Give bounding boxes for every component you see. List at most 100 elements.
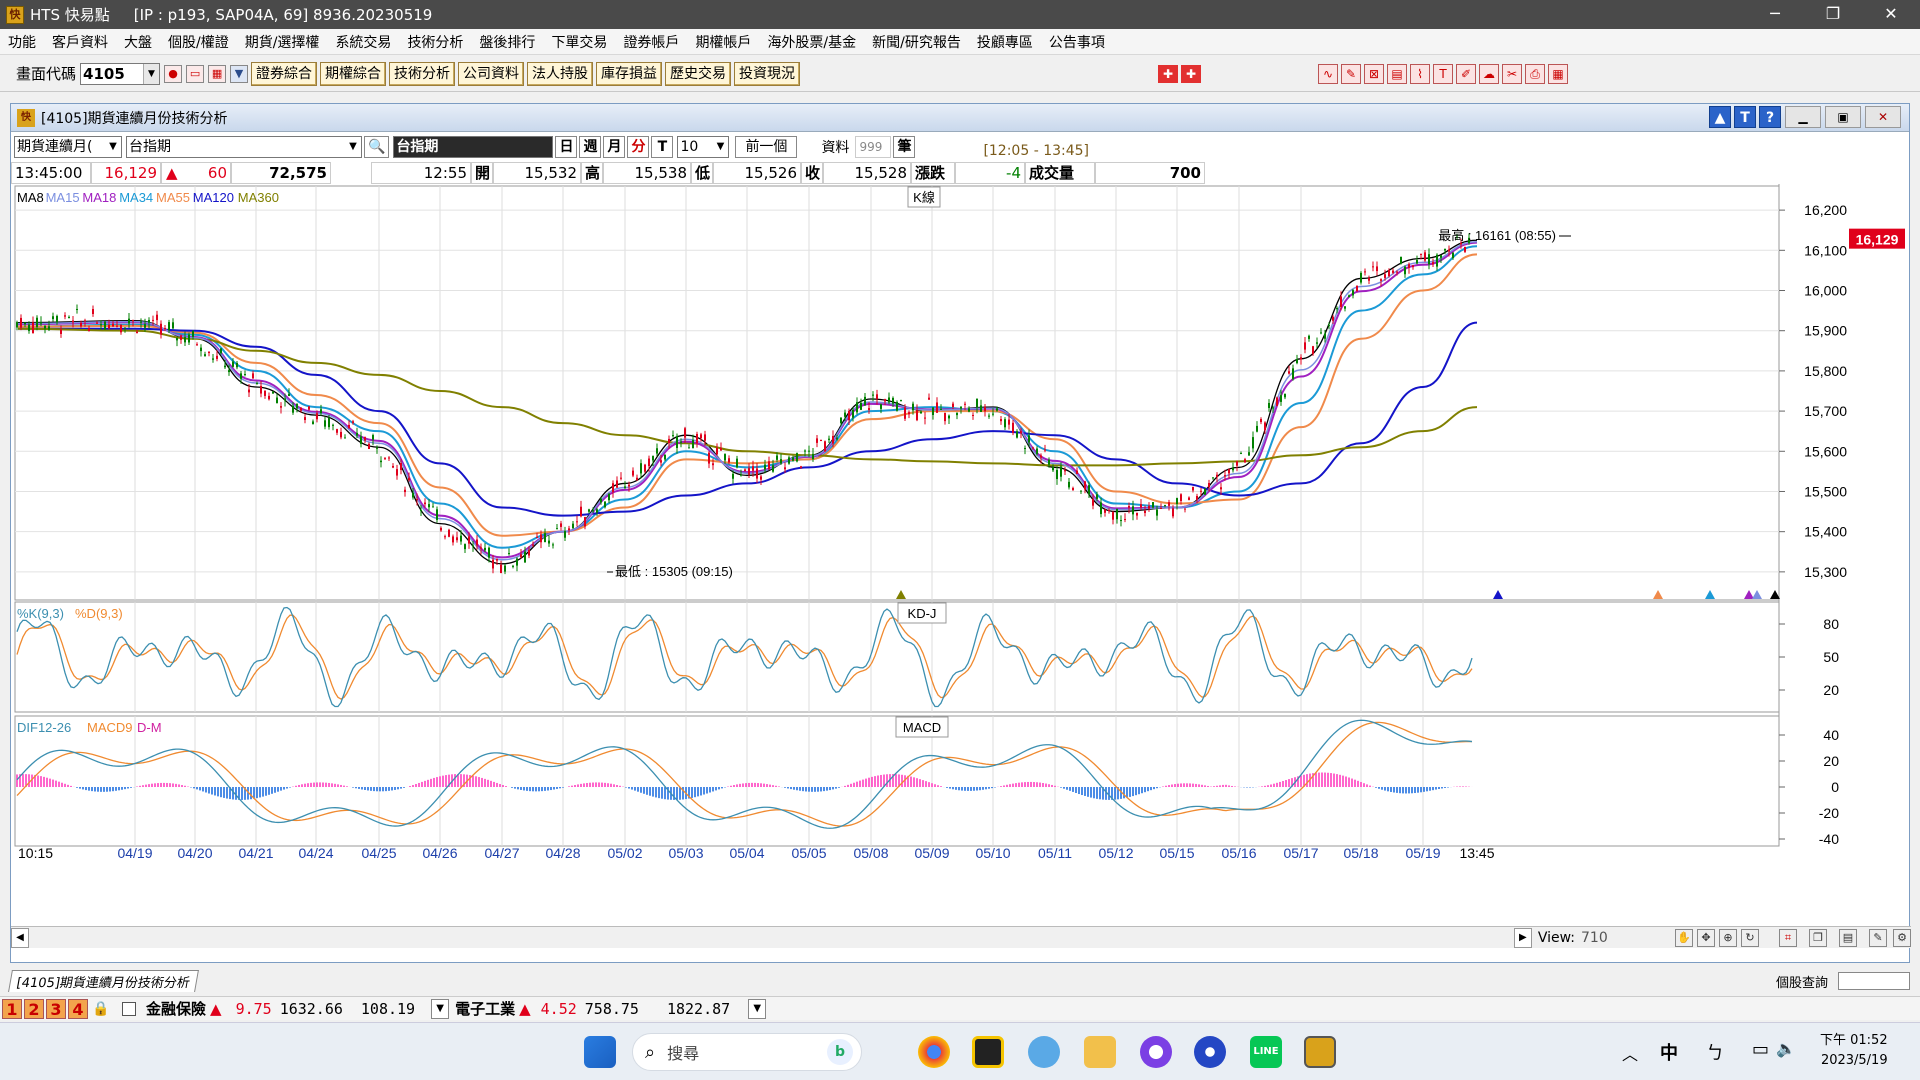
menu-item[interactable]: 證券帳戶 [623, 34, 680, 51]
text-icon[interactable]: T [1433, 64, 1453, 84]
technical-chart[interactable]: 10:15 04/19 04/20 04/21 04/24 04/25 04/26 04/27… [11, 184, 1909, 926]
table-icon[interactable]: ▤ [1839, 928, 1857, 947]
period-day-button[interactable]: 日 [555, 136, 578, 158]
period-week-button[interactable]: 週 [579, 136, 602, 158]
tab-2[interactable]: 2 [24, 998, 44, 1019]
tab-1[interactable]: 1 [2, 998, 22, 1019]
indicator-icon[interactable]: ⌗ [1779, 928, 1797, 947]
file-explorer-icon[interactable] [1084, 1036, 1116, 1068]
interval-select[interactable]: 10 ▼ [677, 136, 730, 158]
toolbar-button[interactable]: 公司資料 [458, 61, 525, 86]
monitor-icon[interactable]: ▭ [1752, 1039, 1770, 1060]
data-count-input[interactable]: 999 [855, 136, 892, 158]
minimize-button[interactable]: ─ [1770, 4, 1780, 23]
child-close-button[interactable]: ✕ [1865, 106, 1901, 128]
stock-query-input[interactable] [1838, 972, 1910, 990]
contract-type-select[interactable]: 期貨連續月( ▼ [14, 136, 122, 158]
pencil-icon[interactable]: ✎ [1341, 64, 1361, 84]
help-icon[interactable]: ? [1759, 106, 1781, 128]
hts-app-icon[interactable] [1304, 1036, 1336, 1068]
line-icon[interactable]: LINE [1250, 1036, 1282, 1068]
period-tick-button[interactable]: T [651, 136, 674, 158]
up-arrow-icon[interactable]: ▲ [1709, 106, 1731, 128]
zoom-icon[interactable]: ⊕ [1719, 928, 1737, 947]
menu-item[interactable]: 期權帳戶 [695, 34, 752, 51]
taskbar-search-box[interactable]: ⌕ 搜尋 b [632, 1033, 862, 1071]
chevron-down-icon[interactable]: ▼ [716, 141, 725, 152]
move-icon[interactable]: ✥ [1697, 928, 1715, 947]
toolbar-button[interactable]: 技術分析 [389, 61, 456, 86]
toolbar-button[interactable]: 歷史交易 [665, 61, 732, 86]
close-button[interactable]: ✕ [1884, 4, 1898, 23]
child-minimize-button[interactable]: ▁ [1785, 106, 1821, 128]
period-month-button[interactable]: 月 [603, 136, 626, 158]
menu-item[interactable]: 大盤 [124, 34, 152, 51]
scroll-right-arrow-icon[interactable]: ▶ [1513, 927, 1532, 948]
menu-item[interactable]: 技術分析 [407, 34, 464, 51]
toolbar-button[interactable]: 證券綜合 [251, 61, 318, 86]
toolbar-button[interactable]: 法人持股 [527, 61, 594, 86]
print-icon[interactable]: ⎙ [1525, 64, 1545, 84]
flask-app-icon[interactable] [1194, 1036, 1226, 1068]
network-globe-icon[interactable] [1028, 1036, 1060, 1068]
lock-icon[interactable]: 🔒 [92, 1000, 110, 1017]
toolbar-button[interactable]: 庫存損益 [596, 61, 663, 86]
chevron-down-icon[interactable]: ▼ [143, 63, 160, 84]
window-layout-icon[interactable]: ▦ [1548, 64, 1568, 84]
tools-icon[interactable]: ✂ [1502, 64, 1522, 84]
chevron-up-icon[interactable]: ︿ [1622, 1045, 1639, 1064]
sticky-notes-icon[interactable] [972, 1036, 1004, 1068]
chevron-down-icon[interactable]: ▼ [109, 141, 117, 152]
tab-4[interactable]: 4 [68, 998, 88, 1019]
volume-icon[interactable]: 🔈 [1776, 1039, 1796, 1058]
menu-item[interactable]: 公告事項 [1048, 34, 1105, 51]
ime-mode-icon[interactable]: ㄅ [1706, 1043, 1724, 1064]
settings-icon[interactable]: ⚙ [1893, 928, 1911, 947]
grid-icon[interactable]: ⊠ [1364, 64, 1384, 84]
tab-3[interactable]: 3 [46, 998, 66, 1019]
clock[interactable]: 下午 01:52 2023/5/19 [1820, 1031, 1888, 1071]
checkbox[interactable] [122, 1001, 136, 1016]
menu-item[interactable]: 客戶資料 [52, 34, 108, 51]
menu-item[interactable]: 系統交易 [335, 34, 392, 51]
scroll-track[interactable] [29, 928, 1514, 948]
chart-icon[interactable]: ▦ [208, 64, 227, 83]
hand-icon[interactable]: ✋ [1675, 928, 1693, 947]
menu-item[interactable]: 個股/權證 [168, 34, 229, 51]
prev-button[interactable]: 前一個 [735, 136, 798, 158]
chevron-down-icon[interactable]: ▼ [748, 998, 767, 1019]
menu-item[interactable]: 投顧專區 [976, 34, 1033, 51]
window-tab[interactable]: [4105]期貨連續月份技術分析 [8, 970, 200, 992]
copy-icon[interactable]: ❐ [1809, 928, 1827, 947]
toolbar-button[interactable]: 投資現況 [734, 61, 801, 86]
chevron-down-icon[interactable]: ▼ [431, 998, 450, 1019]
menu-item[interactable]: 海外股票/基金 [767, 34, 857, 51]
menu-item[interactable]: 下單交易 [551, 34, 608, 51]
draw-line-icon[interactable]: ∿ [1318, 64, 1338, 84]
zoom-search-icon[interactable]: 🔍 [364, 136, 390, 158]
menu-item[interactable]: 期貨/選擇權 [244, 34, 320, 51]
scroll-left-arrow-icon[interactable]: ◀ [11, 927, 29, 948]
chat-icon[interactable]: ☁ [1479, 64, 1499, 84]
edit-icon[interactable]: ✐ [1456, 64, 1476, 84]
browser-icon[interactable] [1140, 1036, 1172, 1068]
ime-indicator[interactable]: 中 [1660, 1043, 1678, 1064]
dropdown-icon[interactable]: ▼ [230, 64, 249, 83]
toolbar-button[interactable]: 期權綜合 [320, 61, 387, 86]
horizontal-scrollbar[interactable]: ◀ ▶ View: 710 ✋ ✥ ⊕ ↻ ⌗ ❐ ▤ ✎ ⚙ [11, 926, 1911, 948]
layout-icon[interactable]: ▤ [1387, 64, 1407, 84]
swiss-flag-icon[interactable]: ✚ [1158, 65, 1178, 83]
start-icon[interactable] [584, 1036, 616, 1068]
window-icon[interactable]: ▭ [186, 64, 205, 83]
pencil-icon[interactable]: ✎ [1869, 928, 1887, 947]
menu-item[interactable]: 盤後排行 [479, 34, 536, 51]
period-minute-button[interactable]: 分 [627, 136, 650, 158]
refresh-icon[interactable]: ↻ [1741, 928, 1759, 947]
contract-name-select[interactable]: 台指期 ▼ [126, 136, 362, 158]
menu-item[interactable]: 功能 [8, 34, 36, 51]
chart-tool-icon[interactable]: ⌇ [1410, 64, 1430, 84]
chrome-icon[interactable] [918, 1036, 950, 1068]
child-restore-button[interactable]: ▣ [1825, 106, 1861, 128]
maximize-button[interactable]: ❐ [1825, 4, 1841, 23]
swiss-flag-icon[interactable]: ✚ [1181, 65, 1201, 83]
